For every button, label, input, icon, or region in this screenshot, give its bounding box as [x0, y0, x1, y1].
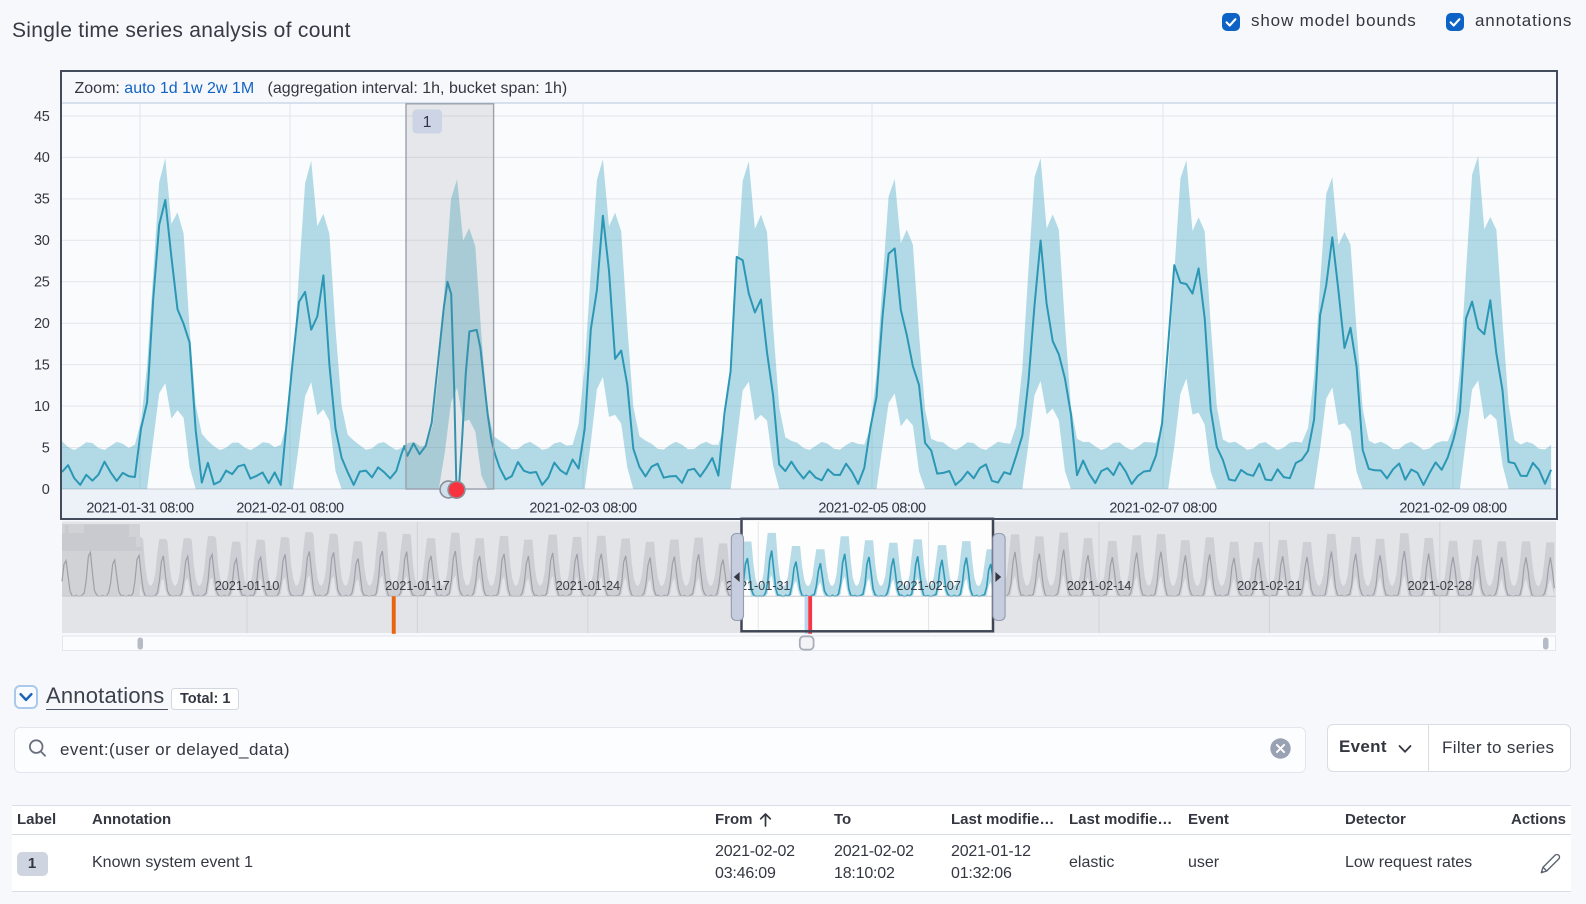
svg-text:1: 1	[423, 114, 432, 131]
svg-text:5: 5	[42, 440, 50, 456]
svg-text:2021-01-10: 2021-01-10	[215, 578, 279, 593]
svg-text:2021-02-14: 2021-02-14	[1067, 578, 1131, 593]
svg-text:2021-02-03 08:00: 2021-02-03 08:00	[529, 501, 637, 517]
svg-text:2021-01-31 08:00: 2021-01-31 08:00	[86, 501, 194, 517]
svg-text:2021-02-07: 2021-02-07	[896, 578, 960, 593]
svg-text:2021-02-21: 2021-02-21	[1237, 578, 1301, 593]
svg-text:45: 45	[34, 109, 50, 125]
svg-text:0: 0	[42, 482, 50, 498]
svg-text:2021-02-09 08:00: 2021-02-09 08:00	[1399, 501, 1507, 517]
svg-text:10: 10	[34, 399, 50, 415]
svg-text:2021-01-17: 2021-01-17	[385, 578, 449, 593]
svg-text:Zoom: auto 1d 1w 2w 1M (aggr: Zoom: auto 1d 1w 2w 1M (aggregation inte…	[75, 80, 568, 97]
svg-text:2021-02-05 08:00: 2021-02-05 08:00	[818, 501, 926, 517]
svg-text:35: 35	[34, 192, 50, 208]
svg-text:2021-01-24: 2021-01-24	[556, 578, 620, 593]
svg-text:40: 40	[34, 150, 50, 166]
svg-text:25: 25	[34, 275, 50, 291]
svg-text:30: 30	[34, 233, 50, 249]
svg-text:20: 20	[34, 316, 50, 332]
svg-text:2021-02-28: 2021-02-28	[1408, 578, 1472, 593]
svg-text:2021-02-01 08:00: 2021-02-01 08:00	[236, 501, 344, 517]
svg-text:15: 15	[34, 357, 50, 373]
svg-text:2021-02-07 08:00: 2021-02-07 08:00	[1109, 501, 1217, 517]
